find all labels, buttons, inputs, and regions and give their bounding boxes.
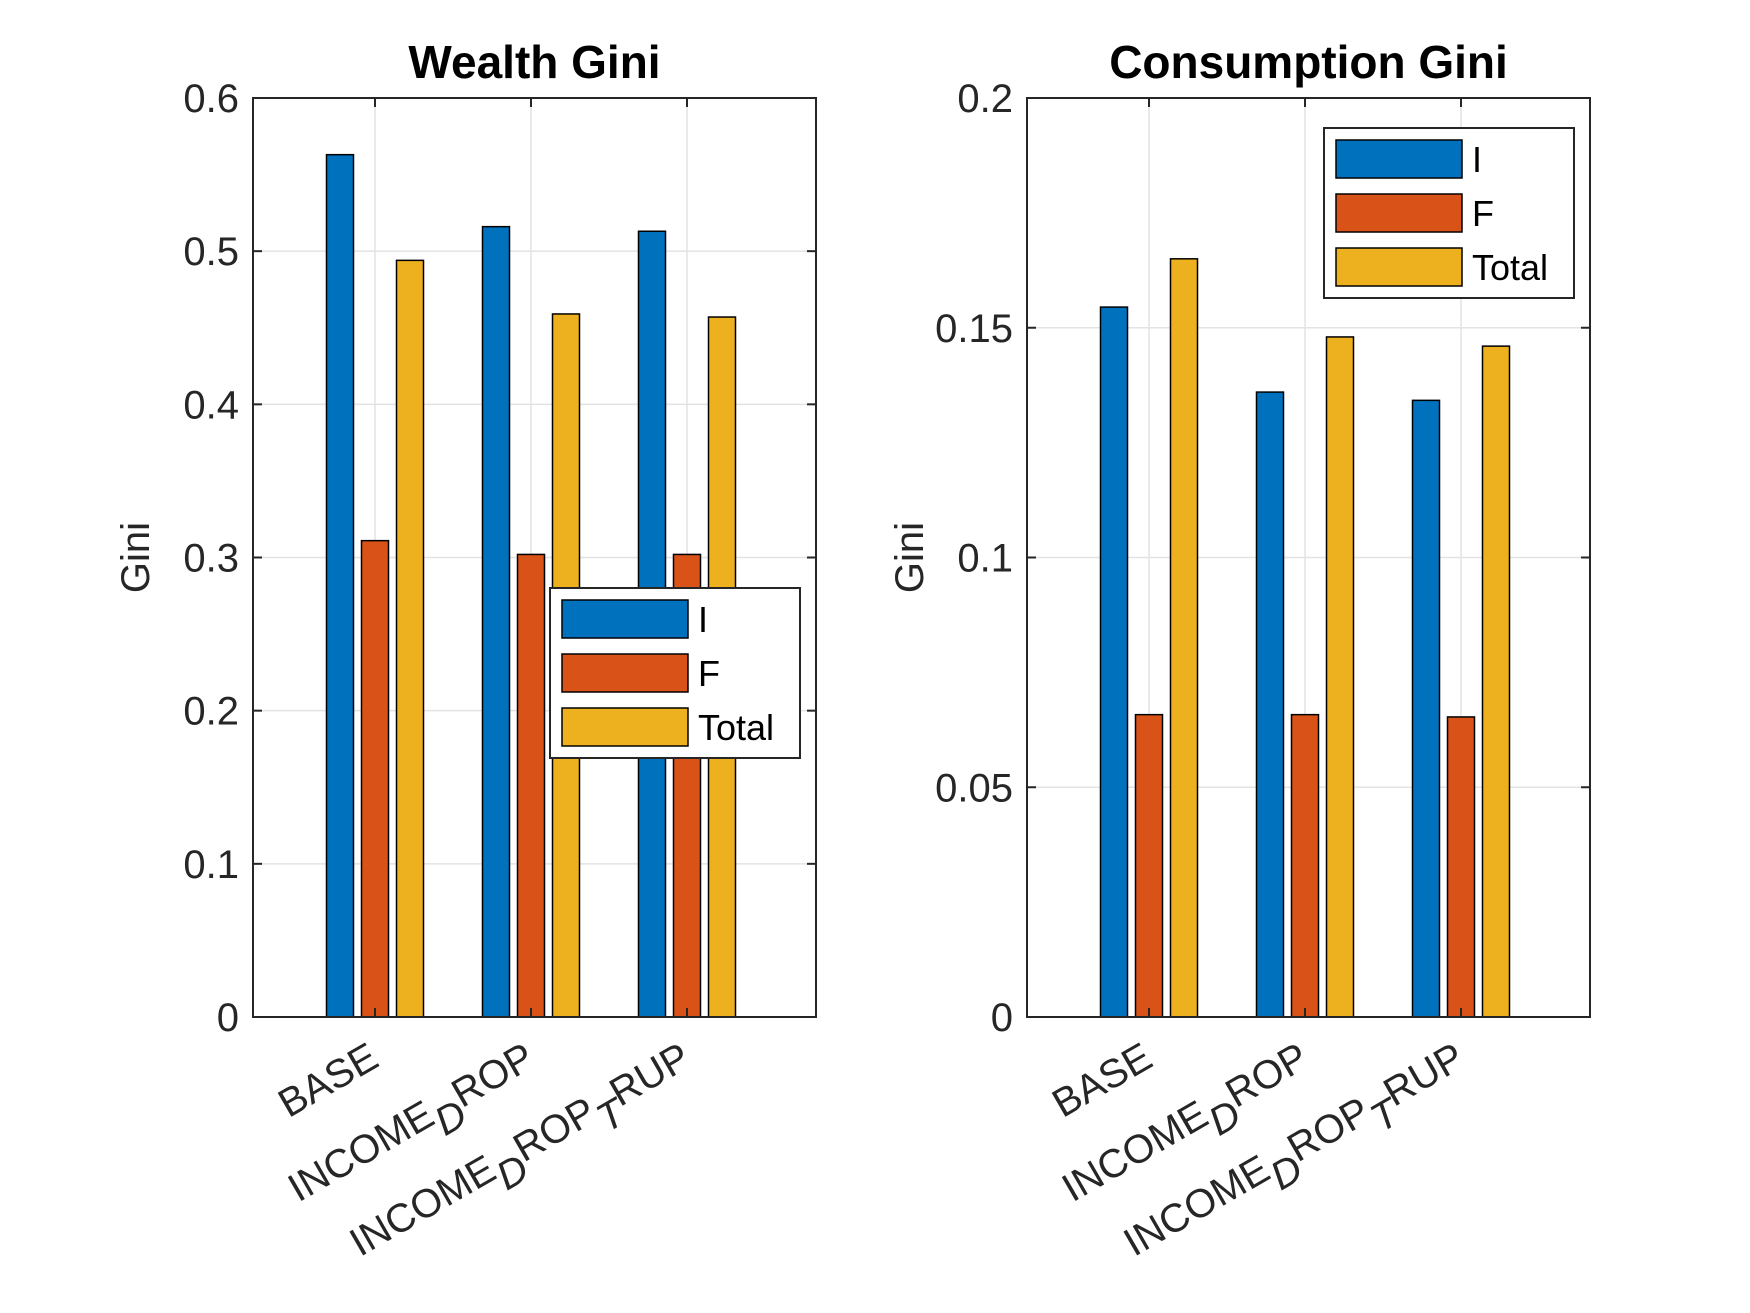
chart-title: Wealth Gini [408, 36, 660, 88]
legend-label-f: F [698, 653, 720, 694]
bar-f [1290, 713, 1320, 1018]
legend-label-f: F [1472, 193, 1494, 234]
legend-swatch-i [561, 599, 689, 639]
legend-label-i: I [1472, 139, 1482, 180]
legend-label-total: Total [1472, 247, 1548, 288]
legend-swatch-f [1335, 193, 1463, 233]
legend-swatch-i [1335, 139, 1463, 179]
legend-label-total: Total [698, 707, 774, 748]
y-tick-label: 0 [991, 996, 1013, 1040]
bar-total [1169, 258, 1199, 1018]
y-axis-label: Gini [114, 522, 158, 593]
chart-title: Consumption Gini [1109, 36, 1508, 88]
y-tick-label: 0.4 [183, 383, 239, 427]
bar-total [395, 259, 425, 1018]
bar-f [516, 553, 546, 1018]
y-tick-label: 0.5 [183, 230, 239, 274]
y-axis-label: Gini [888, 522, 932, 593]
bar-i [325, 153, 355, 1018]
legend-swatch-total [561, 707, 689, 747]
y-tick-label: 0.3 [183, 537, 239, 581]
bar-i [481, 225, 511, 1018]
legend-label-i: I [698, 599, 708, 640]
bar-i [1099, 306, 1129, 1018]
bar-total [1325, 336, 1355, 1018]
bar-f [1134, 713, 1164, 1018]
bar-f [360, 539, 390, 1018]
y-tick-label: 0.2 [957, 77, 1013, 121]
bar-total [1481, 345, 1511, 1018]
y-tick-label: 0.2 [183, 690, 239, 734]
y-tick-label: 0.15 [935, 307, 1013, 351]
y-tick-label: 0 [217, 996, 239, 1040]
y-tick-label: 0.05 [935, 766, 1013, 810]
y-tick-label: 0.1 [183, 843, 239, 887]
bar-i [1411, 399, 1441, 1018]
bar-i [1255, 391, 1285, 1018]
bar-f [1446, 716, 1476, 1018]
legend-swatch-total [1335, 247, 1463, 287]
legend-swatch-f [561, 653, 689, 693]
y-tick-label: 0.6 [183, 77, 239, 121]
y-tick-label: 0.1 [957, 537, 1013, 581]
